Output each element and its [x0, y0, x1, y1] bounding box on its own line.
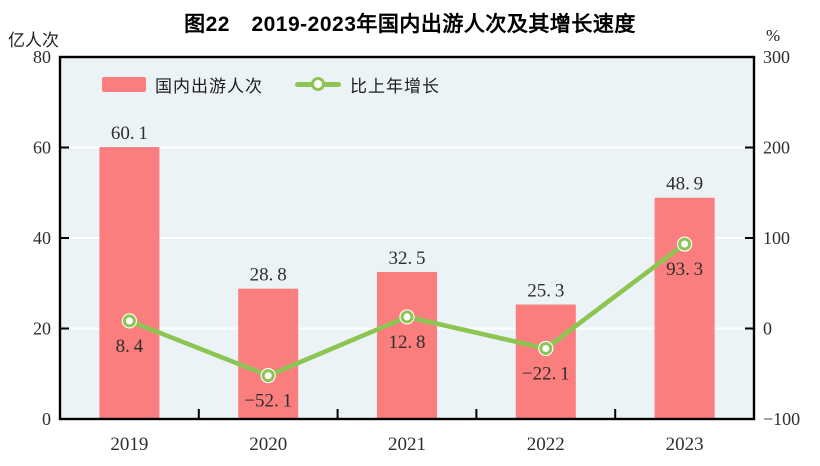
- x-axis-category-label: 2020: [249, 434, 287, 455]
- line-marker-2020: [261, 369, 275, 383]
- left-axis-tick-label: 40: [33, 228, 51, 248]
- line-value-label: 8. 4: [116, 336, 144, 357]
- legend-bar-label: 国内出游人次: [155, 76, 263, 96]
- line-marker-2022: [539, 342, 553, 356]
- legend-bar-swatch: [102, 76, 146, 92]
- bar-value-label: 28. 8: [250, 265, 287, 286]
- legend-line-marker-icon: [311, 77, 325, 91]
- x-axis-category-label: 2021: [388, 434, 426, 455]
- right-axis-tick-label: 200: [763, 138, 790, 158]
- right-axis-unit-label: %: [766, 26, 781, 45]
- bar-2022: [515, 304, 576, 419]
- left-axis-tick-label: 80: [33, 47, 51, 67]
- chart-title: 图22 2019-2023年国内出游人次及其增长速度: [184, 13, 636, 36]
- line-marker-2019: [122, 314, 136, 328]
- bar-2023: [654, 197, 715, 419]
- line-value-label: 12. 8: [388, 332, 425, 353]
- right-axis-tick-label: 300: [763, 47, 790, 67]
- right-axis-tick-label: −100: [763, 409, 800, 429]
- plot-border: [58, 55, 756, 421]
- line-value-label: −22. 1: [522, 364, 570, 385]
- bar-2020: [238, 288, 299, 419]
- line-marker-2023: [678, 237, 692, 251]
- bar-value-label: 25. 3: [527, 281, 564, 302]
- x-axis-category-label: 2019: [110, 434, 148, 455]
- bar-value-label: 60. 1: [111, 123, 148, 144]
- left-axis-tick-label: 20: [33, 319, 51, 339]
- line-marker-2021: [400, 310, 414, 324]
- right-axis-tick-label: 100: [763, 228, 790, 248]
- left-axis-unit-label: 亿人次: [8, 31, 59, 50]
- left-axis-tick-label: 0: [42, 409, 51, 429]
- bar-2019: [99, 147, 160, 420]
- legend-line-label: 比上年增长: [350, 76, 440, 96]
- chart-legend: 国内出游人次 比上年增长: [102, 74, 440, 96]
- x-axis-category-label: 2023: [666, 434, 704, 455]
- left-axis-tick-label: 60: [33, 138, 51, 158]
- x-axis-category-label: 2022: [527, 434, 565, 455]
- right-axis-tick-label: 0: [763, 319, 772, 339]
- bar-value-label: 32. 5: [388, 248, 425, 269]
- bar-2021: [377, 271, 437, 419]
- line-value-label: 93. 3: [666, 259, 703, 280]
- line-value-label: −52. 1: [244, 391, 292, 412]
- legend-line-swatch: [295, 77, 341, 91]
- bar-value-label: 48. 9: [666, 174, 703, 195]
